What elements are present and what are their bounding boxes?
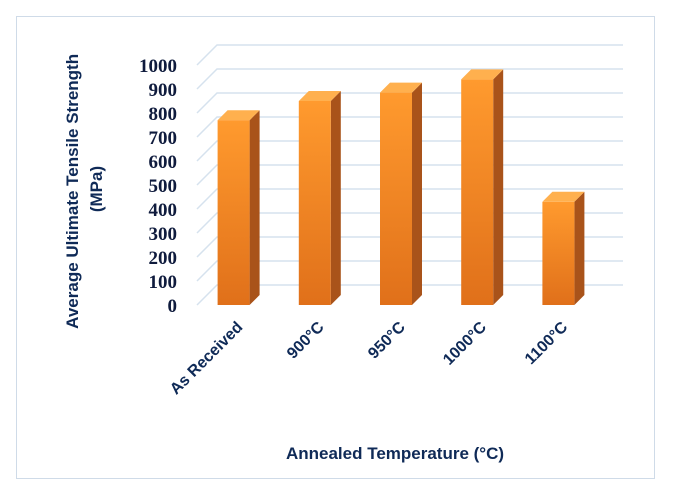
y-tick-label: 1000: [139, 56, 177, 77]
y-tick-label: 200: [149, 248, 178, 269]
bar: [380, 82, 422, 305]
bar: [461, 69, 504, 306]
gridline: [196, 44, 623, 66]
y-tick-label: 800: [149, 104, 178, 125]
y-tick-label: 0: [168, 296, 178, 317]
y-tick-label: 700: [149, 128, 178, 149]
x-tick-label: 950°C: [365, 318, 409, 362]
bars: [217, 69, 585, 306]
x-tick-label: 900°C: [284, 318, 328, 362]
y-tick-label: 600: [149, 152, 178, 173]
x-axis-title: Annealed Temperature (°C): [286, 444, 504, 463]
bar: [298, 91, 341, 305]
x-tick-label: As Received: [167, 319, 246, 398]
y-axis-title-line2: (MPa): [87, 166, 106, 212]
y-tick-label: 100: [149, 272, 178, 293]
y-tick-label: 900: [149, 80, 178, 101]
x-tick-label: 1000°C: [440, 318, 490, 368]
bar: [542, 191, 585, 305]
y-tick-label: 400: [149, 200, 178, 221]
y-axis-title-line1: Average Ultimate Tensile Strength: [63, 54, 82, 329]
y-tick-label: 500: [149, 176, 178, 197]
y-axis-title: Average Ultimate Tensile Strength (MPa): [63, 49, 106, 329]
y-axis-ticks: 0 100 200 300 400 500 600 700 800 900 1000: [139, 56, 177, 317]
gridline: [196, 68, 623, 90]
bar: [217, 110, 260, 305]
x-tick-label: 1100°C: [522, 318, 572, 368]
y-tick-label: 300: [149, 224, 178, 245]
x-axis-labels: As Received 900°C 950°C 1000°C 1100°C: [167, 318, 571, 398]
